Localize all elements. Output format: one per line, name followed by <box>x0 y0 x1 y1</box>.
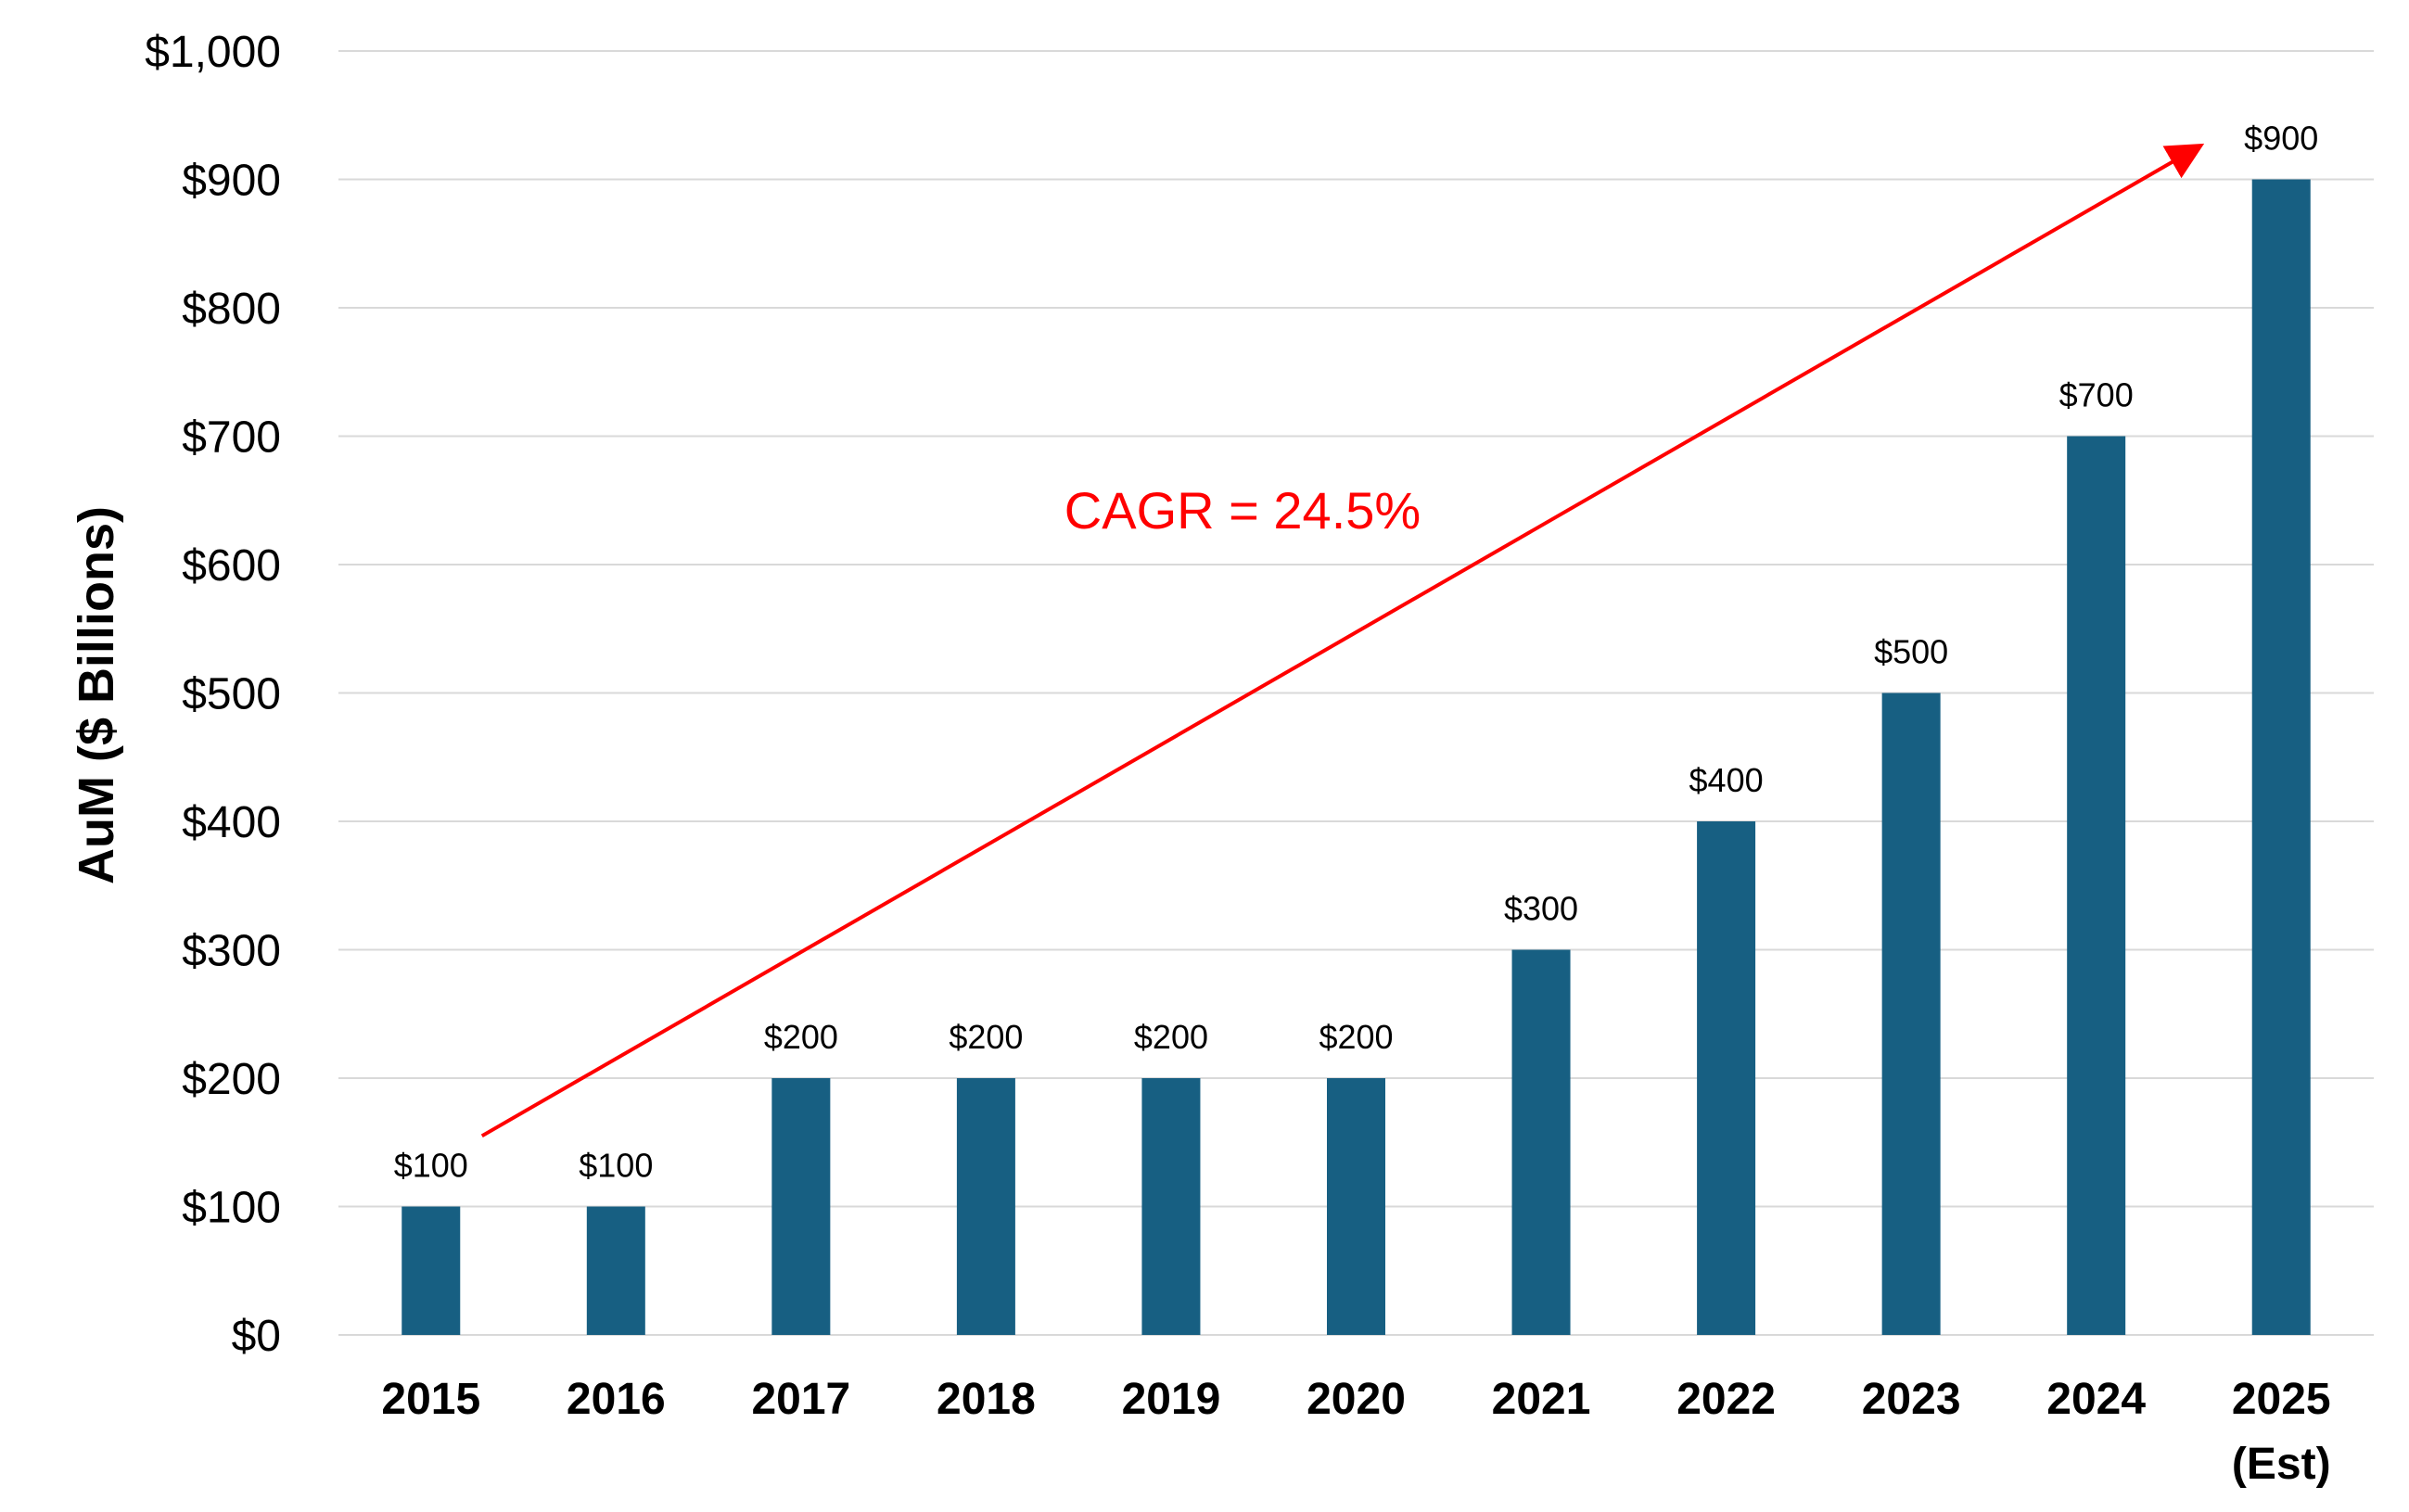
x-tick-label: 2016 <box>567 1375 666 1424</box>
bar <box>771 1078 831 1335</box>
y-tick-label: $0 <box>232 1312 281 1361</box>
y-tick-label: $900 <box>182 157 281 206</box>
y-tick-label: $700 <box>182 413 281 463</box>
y-tick-label: $800 <box>182 285 281 334</box>
x-tick-label: 2022 <box>1676 1375 1776 1424</box>
x-tick-label: 2018 <box>937 1375 1036 1424</box>
data-labels: $100 $100 $200 $200 $200 $200 $300 $400 $500 $700… <box>394 120 2319 1185</box>
data-label: $700 <box>2059 376 2134 414</box>
bar <box>402 1206 461 1335</box>
gridlines <box>338 50 2374 1336</box>
bar <box>1327 1078 1385 1335</box>
y-axis-tick-labels: $0 $100 $200 $300 $400 $500 $600 $700 $800 $900 $1… <box>145 28 281 1361</box>
data-label: $300 <box>1504 890 1578 928</box>
y-tick-label: $300 <box>182 927 281 976</box>
x-tick-label: (Est) <box>2232 1440 2331 1489</box>
bar <box>2067 436 2126 1335</box>
cagr-arrow <box>480 143 2205 1138</box>
bar <box>956 1078 1015 1335</box>
bar <box>1697 821 1756 1335</box>
x-tick-label: 2015 <box>381 1375 480 1424</box>
x-tick-label: 2023 <box>1862 1375 1961 1424</box>
bars <box>402 179 2311 1335</box>
data-label: $200 <box>949 1018 1023 1056</box>
x-tick-label: 2019 <box>1122 1375 1221 1424</box>
y-tick-label: $500 <box>182 670 281 719</box>
bar <box>586 1206 645 1335</box>
data-label: $200 <box>1134 1018 1208 1056</box>
y-tick-label: $100 <box>182 1184 281 1233</box>
x-tick-label: 2017 <box>751 1375 850 1424</box>
bar <box>2251 179 2311 1335</box>
y-tick-label: $1,000 <box>145 28 281 77</box>
bar <box>1141 1078 1201 1335</box>
x-tick-label: 2020 <box>1306 1375 1406 1424</box>
data-label: $200 <box>764 1018 838 1056</box>
cagr-annotation: CAGR = 24.5% <box>480 143 2205 1138</box>
y-axis-label: AuM ($ Billions) <box>69 506 124 884</box>
y-tick-label: $200 <box>182 1055 281 1104</box>
x-tick-label: 2024 <box>2046 1375 2146 1424</box>
bar <box>1881 692 1941 1335</box>
data-label: $400 <box>1689 761 1764 799</box>
cagr-annotation-text: CAGR = 24.5% <box>1064 481 1421 540</box>
data-label: $100 <box>579 1147 653 1185</box>
x-axis-tick-labels: 2015 2016 2017 2018 2019 2020 2021 2022 2023 2024… <box>381 1375 2330 1489</box>
data-label: $900 <box>2244 120 2318 158</box>
x-tick-label: 2025 <box>2232 1375 2331 1424</box>
y-tick-label: $400 <box>182 798 281 847</box>
data-label: $200 <box>1319 1018 1393 1056</box>
data-label: $100 <box>394 1147 468 1185</box>
y-tick-label: $600 <box>182 541 281 591</box>
data-label: $500 <box>1874 633 1948 671</box>
bar <box>1511 949 1571 1335</box>
x-tick-label: 2021 <box>1492 1375 1591 1424</box>
